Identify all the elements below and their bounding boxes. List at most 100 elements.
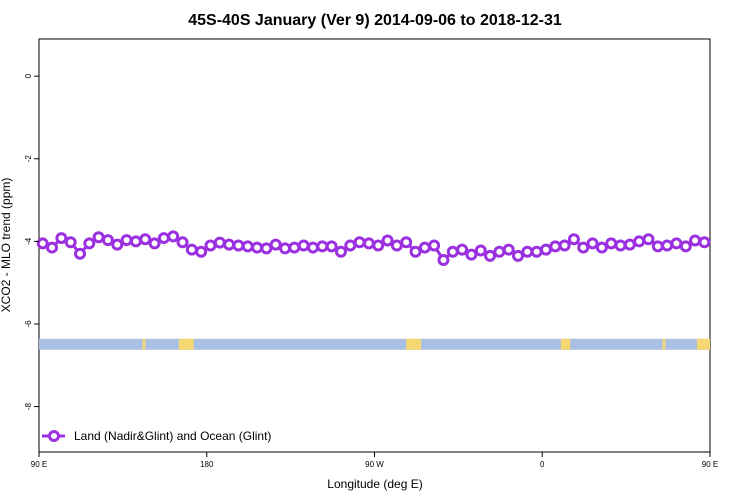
data-point: [633, 235, 646, 248]
data-point: [316, 240, 329, 253]
data-point: [595, 241, 608, 254]
land-coverage-segment: [560, 338, 571, 350]
data-point: [623, 238, 636, 251]
data-point: [36, 237, 49, 250]
data-point: [167, 230, 180, 243]
data-point: [185, 243, 198, 256]
x-tick-label: 90 E: [702, 460, 718, 469]
data-point: [446, 245, 459, 258]
y-tick-label: -4: [24, 237, 33, 245]
data-point: [689, 234, 702, 247]
data-point: [651, 240, 664, 253]
data-point: [418, 241, 431, 254]
data-point: [232, 239, 245, 252]
data-point: [325, 240, 338, 253]
series-layer: [36, 230, 711, 266]
data-point: [139, 233, 152, 246]
data-point: [642, 233, 655, 246]
data-point: [120, 234, 133, 247]
data-point: [241, 240, 254, 253]
data-point: [55, 232, 68, 245]
data-point: [512, 249, 525, 262]
legend: Land (Nadir&Glint) and Ocean (Glint): [42, 429, 271, 443]
data-point: [362, 237, 375, 250]
data-point: [670, 237, 683, 250]
data-point: [260, 242, 273, 255]
data-point: [213, 236, 226, 249]
data-point: [679, 240, 692, 253]
y-tick-label: -8: [24, 402, 33, 410]
data-point: [269, 238, 282, 251]
data-point: [195, 245, 208, 258]
y-axis-label: XCO2 - MLO trend (ppm): [0, 178, 13, 313]
land-coverage-segment: [662, 338, 666, 350]
data-point: [493, 245, 506, 258]
y-tick-label: -2: [24, 155, 33, 163]
data-point: [530, 245, 543, 258]
data-point: [129, 235, 142, 248]
data-point: [223, 238, 236, 251]
data-point: [306, 241, 319, 254]
data-point: [400, 236, 413, 249]
data-point: [428, 239, 441, 252]
y-axis: 0 -2 -4 -6 -8: [24, 73, 39, 410]
data-point: [334, 245, 347, 258]
legend-label: Land (Nadir&Glint) and Ocean (Glint): [74, 429, 271, 443]
data-point: [381, 234, 394, 247]
data-point: [111, 238, 124, 251]
data-point: [539, 243, 552, 256]
data-point: [176, 236, 189, 249]
ocean-coverage-band: [39, 338, 710, 350]
data-point: [484, 249, 497, 262]
data-point: [251, 241, 264, 254]
x-axis-label: Longitude (deg E): [327, 477, 422, 491]
data-point: [74, 247, 87, 260]
data-point: [279, 242, 292, 255]
data-point: [661, 239, 674, 252]
data-point: [204, 239, 217, 252]
data-point: [372, 239, 385, 252]
x-tick-label: 0: [540, 460, 545, 469]
x-tick-label: 90 W: [365, 460, 384, 469]
data-point: [614, 239, 627, 252]
data-point: [521, 245, 534, 258]
data-point: [577, 241, 590, 254]
data-point: [586, 237, 599, 250]
data-point: [92, 231, 105, 244]
data-point: [465, 248, 478, 261]
land-coverage-segment: [406, 338, 422, 350]
data-point: [344, 239, 357, 252]
data-point: [437, 253, 450, 266]
x-tick-label: 90 E: [31, 460, 47, 469]
data-point: [474, 244, 487, 257]
land-coverage-segment: [178, 338, 194, 350]
data-point: [83, 237, 96, 250]
land-coverage-segment: [696, 338, 710, 350]
data-point: [288, 241, 301, 254]
data-point: [605, 237, 618, 250]
data-point: [297, 239, 310, 252]
land-coverage-segment: [142, 338, 146, 350]
data-point: [157, 232, 170, 245]
data-point: [64, 236, 77, 249]
data-point: [101, 234, 114, 247]
data-point: [456, 243, 469, 256]
legend-marker-swatch: [48, 430, 60, 442]
data-point: [353, 236, 366, 249]
data-point: [46, 241, 59, 254]
data-point: [698, 236, 711, 249]
data-point: [549, 240, 562, 253]
data-point: [502, 243, 515, 256]
y-tick-label: 0: [24, 73, 33, 78]
data-point: [558, 239, 571, 252]
data-point: [567, 233, 580, 246]
x-tick-label: 180: [200, 460, 214, 469]
data-point: [390, 239, 403, 252]
data-point: [148, 237, 161, 250]
coverage-band: [39, 338, 710, 350]
plot-area: [36, 38, 711, 453]
data-point: [409, 245, 422, 258]
chart-title: 45S-40S January (Ver 9) 2014-09-06 to 20…: [188, 12, 562, 29]
